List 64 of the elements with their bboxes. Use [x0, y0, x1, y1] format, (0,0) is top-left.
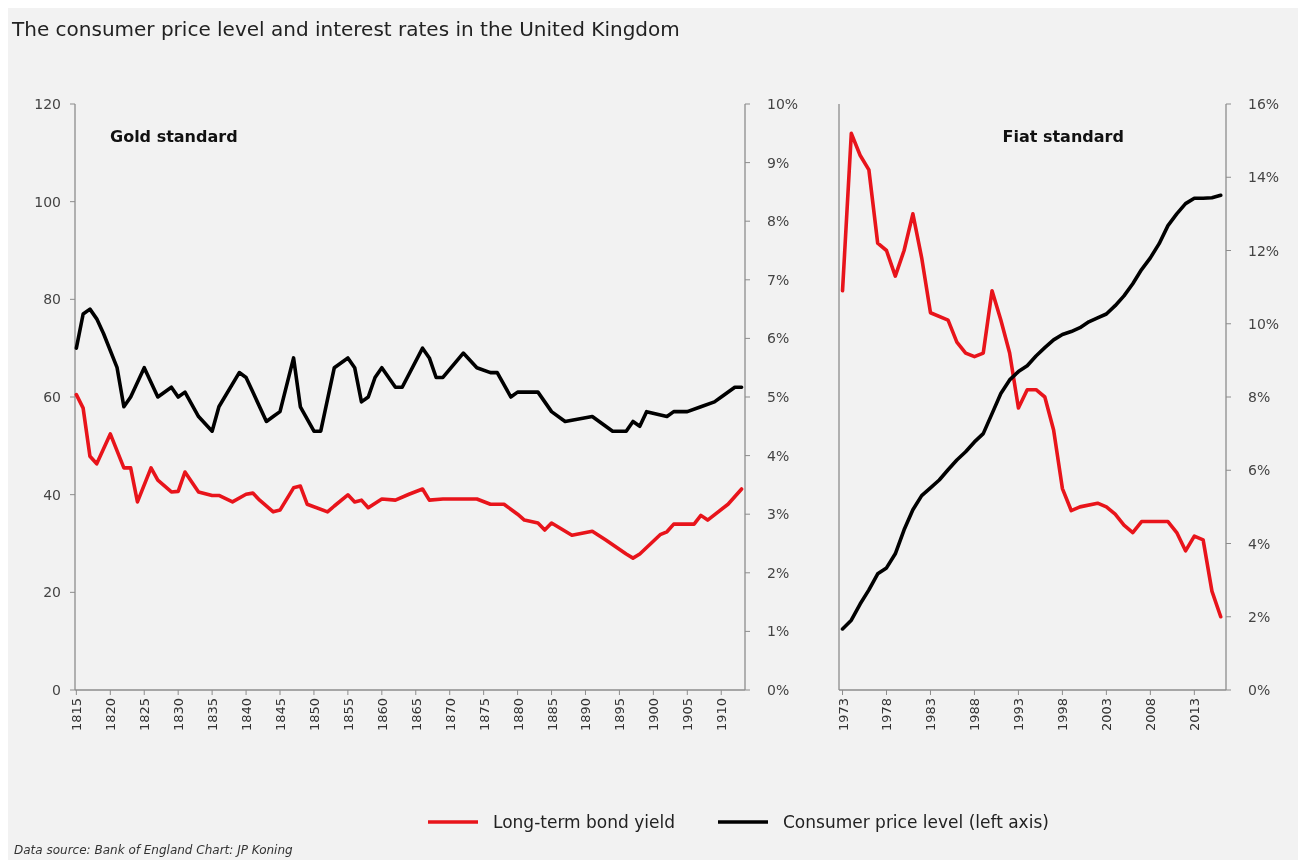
x-tick-label: 1880 — [510, 698, 526, 732]
x-tick-label: 1835 — [205, 698, 221, 732]
x-tick-label: 2013 — [1187, 698, 1203, 732]
y2-tick-label: 6% — [1248, 462, 1271, 479]
y2-tick-label: 10% — [767, 96, 799, 112]
x-tick-label: 1855 — [340, 698, 356, 732]
x-tick-label: 1820 — [103, 698, 119, 732]
y2-tick-label: 5% — [767, 389, 790, 405]
y-tick-label: 100 — [34, 193, 61, 210]
source-note: Data source: Bank of England Chart: JP Koning — [14, 843, 294, 857]
x-tick-label: 1973 — [835, 698, 851, 732]
x-tick-label: 1875 — [476, 698, 492, 732]
x-tick-label: 1860 — [374, 698, 390, 732]
x-tick-label: 1815 — [69, 698, 85, 732]
y2-tick-label: 16% — [1248, 96, 1280, 112]
y2-tick-label: 6% — [767, 330, 790, 347]
y2-tick-label: 0% — [1248, 682, 1271, 698]
chart-title: The consumer price level and interest rates in the United Kingdom — [11, 17, 680, 41]
x-tick-label: 1840 — [239, 698, 255, 732]
y-tick-label: 80 — [43, 291, 61, 308]
x-tick-label: 2008 — [1143, 698, 1159, 732]
x-tick-label: 1870 — [442, 698, 458, 732]
y2-tick-label: 8% — [767, 213, 790, 230]
y2-tick-label: 0% — [767, 682, 790, 698]
y2-tick-label: 8% — [1248, 389, 1271, 405]
x-tick-label: 1865 — [408, 698, 424, 732]
line-series — [74, 307, 744, 433]
x-tick-label: 1988 — [967, 698, 983, 732]
y-tick-label: 40 — [43, 486, 61, 503]
y-tick-label: 120 — [34, 96, 61, 112]
y2-tick-label: 1% — [767, 623, 790, 640]
x-tick-label: 1910 — [714, 698, 730, 732]
y2-tick-label: 4% — [767, 447, 790, 464]
y2-tick-label: 10% — [1248, 315, 1280, 332]
annotation: Fiat standard — [1002, 127, 1124, 146]
x-tick-label: 1845 — [273, 698, 289, 732]
y-tick-label: 20 — [43, 584, 61, 601]
x-tick-label: 1825 — [137, 698, 153, 732]
x-tick-label: 1850 — [306, 698, 322, 732]
y2-tick-label: 12% — [1248, 242, 1280, 259]
x-tick-label: 1905 — [680, 698, 696, 732]
x-tick-label: 1895 — [612, 698, 628, 732]
x-tick-label: 1983 — [923, 698, 939, 732]
x-tick-label: 1978 — [879, 698, 895, 732]
y2-tick-label: 7% — [767, 271, 790, 288]
y2-tick-label: 3% — [767, 506, 790, 523]
legend-label: Consumer price level (left axis) — [783, 812, 1049, 832]
y2-tick-label: 2% — [1248, 608, 1271, 625]
x-tick-label: 2003 — [1099, 698, 1115, 732]
x-tick-label: 1890 — [578, 698, 594, 732]
y2-tick-label: 4% — [1248, 535, 1271, 552]
x-tick-label: 1900 — [646, 698, 662, 732]
legend-label: Long-term bond yield — [493, 812, 675, 832]
line-series — [74, 392, 744, 560]
y2-tick-label: 14% — [1248, 169, 1280, 186]
x-tick-label: 1998 — [1055, 698, 1071, 732]
x-tick-label: 1830 — [171, 698, 187, 732]
y-tick-label: 0 — [52, 682, 61, 698]
y2-tick-label: 9% — [767, 154, 790, 171]
annotation: Gold standard — [110, 127, 238, 146]
x-tick-label: 1993 — [1011, 698, 1027, 732]
y2-tick-label: 2% — [767, 564, 790, 581]
y-tick-label: 60 — [43, 389, 61, 405]
x-tick-label: 1885 — [544, 698, 560, 732]
